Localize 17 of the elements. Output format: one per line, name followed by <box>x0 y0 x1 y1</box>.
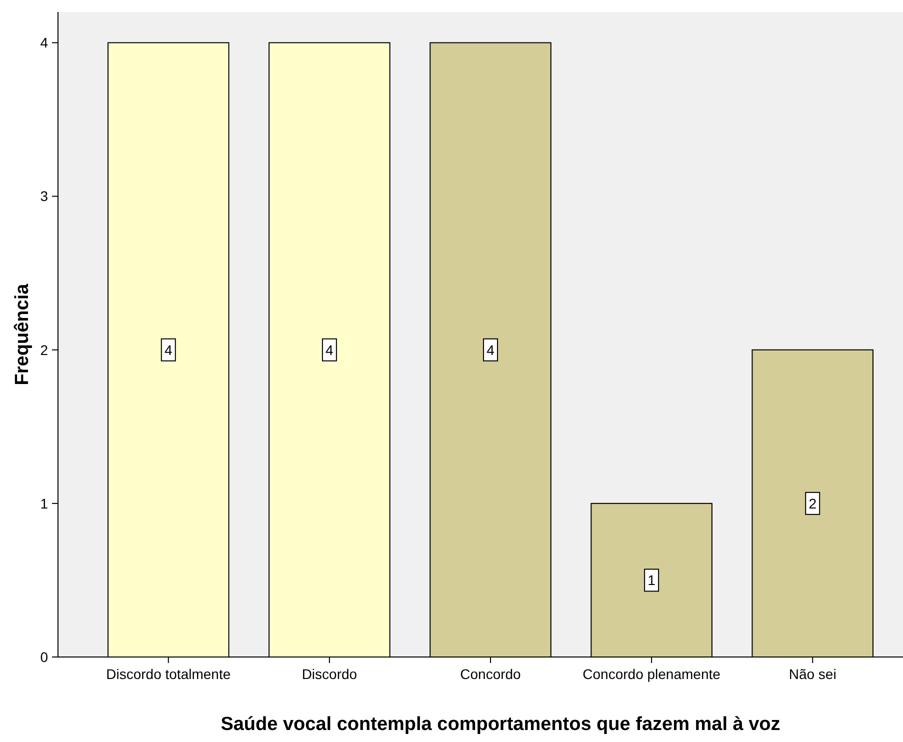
data-label: 2 <box>808 495 817 512</box>
x-tick-label: Não sei <box>788 666 836 682</box>
y-tick-label: 1 <box>40 495 48 512</box>
data-label: 4 <box>486 342 495 358</box>
data-label: 4 <box>326 342 334 358</box>
y-axis-title: Frequência <box>12 283 33 386</box>
data-label: 4 <box>164 342 172 358</box>
y-tick-label: 3 <box>40 188 48 204</box>
x-axis-title: Saúde vocal contempla comportamentos que fazem mal à voz <box>220 714 780 735</box>
x-tick-label: Concordo plenamente <box>582 666 721 682</box>
y-tick-label: 0 <box>40 648 48 665</box>
x-tick-label: Discordo <box>302 666 358 682</box>
y-tick-label: 2 <box>40 342 48 358</box>
x-tick-label: Concordo <box>460 666 522 682</box>
x-tick-label: Discordo totalmente <box>106 666 231 682</box>
data-label: 1 <box>648 572 656 588</box>
y-tick-label: 4 <box>40 34 48 51</box>
